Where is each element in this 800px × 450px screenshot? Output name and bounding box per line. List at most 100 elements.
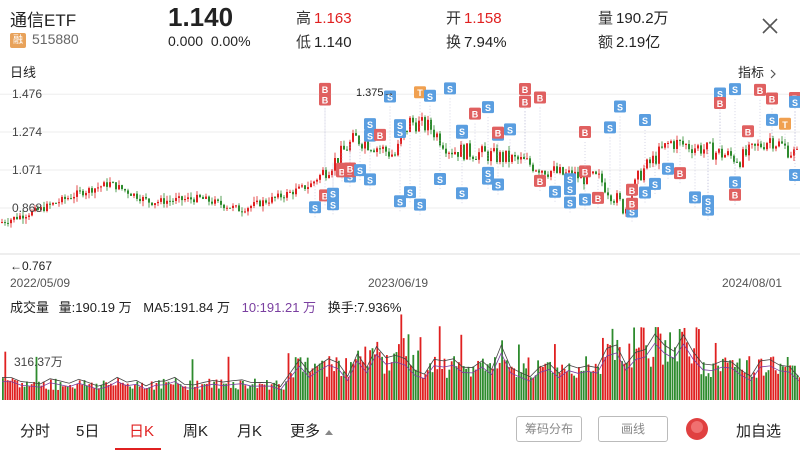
volume-bar bbox=[566, 371, 568, 400]
candle-body bbox=[463, 144, 465, 160]
marker-label: S bbox=[665, 165, 671, 175]
candle-body bbox=[85, 192, 87, 196]
candle-body bbox=[88, 188, 90, 193]
volume-bar bbox=[628, 343, 631, 400]
turnover-stat: 换 7.94% bbox=[446, 31, 507, 52]
volume-bar bbox=[299, 357, 302, 400]
low-stat: 低 1.140 bbox=[296, 31, 352, 52]
tab-daily-k[interactable]: 日K bbox=[129, 423, 155, 440]
marker-box bbox=[456, 187, 468, 200]
marker-box bbox=[729, 83, 741, 96]
marker-label: B bbox=[377, 131, 384, 141]
close-icon[interactable] bbox=[760, 16, 780, 36]
marker-label: B bbox=[322, 85, 329, 95]
candle-body bbox=[283, 197, 285, 199]
tab-weekly-k[interactable]: 周K bbox=[183, 423, 209, 440]
candle-body bbox=[322, 169, 324, 175]
add-watchlist-button[interactable]: 加自选 bbox=[736, 423, 782, 440]
volume-bar bbox=[306, 357, 309, 400]
volume-bar bbox=[333, 371, 335, 400]
volume-bar bbox=[54, 378, 57, 400]
kline-chart[interactable]: SBBBSSBBSBBSSSSBSSSSSTSSSSSSSBSSSSSBSBBB… bbox=[0, 80, 800, 290]
candle-body bbox=[640, 170, 642, 181]
marker-box bbox=[404, 186, 416, 199]
volume-bar bbox=[352, 363, 355, 400]
volume-bar bbox=[599, 373, 602, 400]
tab-monthly-k[interactable]: 月K bbox=[237, 423, 263, 440]
volume-bar bbox=[376, 341, 379, 400]
candle-body bbox=[109, 182, 111, 187]
fund-name: 通信ETF bbox=[10, 11, 77, 30]
volume-bar bbox=[683, 327, 686, 400]
volume-bar bbox=[460, 334, 463, 400]
candle-body bbox=[535, 170, 537, 172]
volume-bar bbox=[263, 384, 266, 400]
volume-bar bbox=[621, 361, 623, 400]
marker-label: B bbox=[629, 186, 636, 196]
volume-bar bbox=[556, 367, 559, 400]
volume-chart[interactable]: 316.37万 bbox=[0, 292, 800, 404]
volume-bar bbox=[750, 376, 753, 400]
chip-distribution-button[interactable]: 筹码分布 bbox=[516, 416, 582, 442]
candle-body bbox=[796, 148, 798, 150]
candle-body bbox=[229, 207, 231, 209]
volume-bar bbox=[4, 351, 7, 400]
candle-body bbox=[637, 170, 639, 180]
candle-body bbox=[472, 156, 474, 159]
tab-intraday[interactable]: 分时 bbox=[20, 423, 51, 440]
volume-bar bbox=[230, 387, 232, 400]
y-tick-label: 1.274 bbox=[12, 125, 42, 139]
indicator-button[interactable]: 指标 bbox=[738, 62, 778, 81]
volume-bar bbox=[227, 356, 230, 400]
volume-bar bbox=[311, 368, 314, 400]
volume-bar bbox=[465, 368, 467, 400]
volume-bar bbox=[527, 357, 530, 400]
volume-bar bbox=[47, 389, 50, 400]
sell-marker: S bbox=[729, 157, 741, 193]
volume-bar bbox=[635, 348, 638, 400]
volume-bar bbox=[417, 350, 419, 400]
fund-code: 515880 bbox=[32, 31, 79, 47]
candle-body bbox=[706, 142, 708, 150]
candle-body bbox=[4, 222, 6, 224]
marker-label: B bbox=[347, 165, 354, 175]
volume-bar bbox=[412, 354, 415, 400]
candle-body bbox=[694, 148, 696, 154]
candle-body bbox=[82, 190, 84, 196]
buy-marker: B bbox=[754, 83, 766, 146]
marker-label: S bbox=[607, 123, 613, 133]
volume-bar bbox=[134, 384, 136, 400]
marker-box bbox=[626, 197, 638, 210]
tab-more[interactable]: 更多 bbox=[290, 420, 334, 441]
volume-bar bbox=[554, 344, 556, 400]
volume-bar bbox=[232, 382, 235, 400]
volume-bar bbox=[484, 370, 487, 400]
buy-marker: B bbox=[492, 126, 504, 157]
red-dot-icon[interactable] bbox=[685, 417, 709, 441]
marker-box bbox=[729, 176, 741, 189]
candle-body bbox=[721, 148, 723, 158]
volume-bar bbox=[436, 369, 439, 400]
volume-bar bbox=[419, 337, 422, 400]
marker-box bbox=[729, 188, 741, 201]
tab-5day[interactable]: 5日 bbox=[76, 423, 100, 440]
candle-body bbox=[763, 147, 765, 150]
candle-body bbox=[235, 205, 237, 207]
marker-label: S bbox=[427, 92, 433, 102]
candle-body bbox=[511, 154, 513, 162]
volume-bar bbox=[57, 389, 59, 400]
volume-bar bbox=[510, 366, 513, 400]
chevron-right-icon bbox=[770, 69, 776, 78]
volume-bar bbox=[42, 381, 45, 400]
candle-body bbox=[319, 174, 321, 180]
candle-body bbox=[703, 149, 705, 154]
marker-box bbox=[674, 167, 686, 180]
buy-marker: B bbox=[674, 144, 686, 184]
volume-bar bbox=[304, 361, 307, 400]
draw-line-button[interactable]: 画线 bbox=[598, 416, 668, 442]
candle-body bbox=[241, 211, 243, 213]
y-tick-label: 0.868 bbox=[12, 201, 42, 215]
volume-bar bbox=[172, 384, 175, 400]
volume-bar bbox=[90, 382, 93, 400]
candle-body bbox=[253, 202, 255, 206]
